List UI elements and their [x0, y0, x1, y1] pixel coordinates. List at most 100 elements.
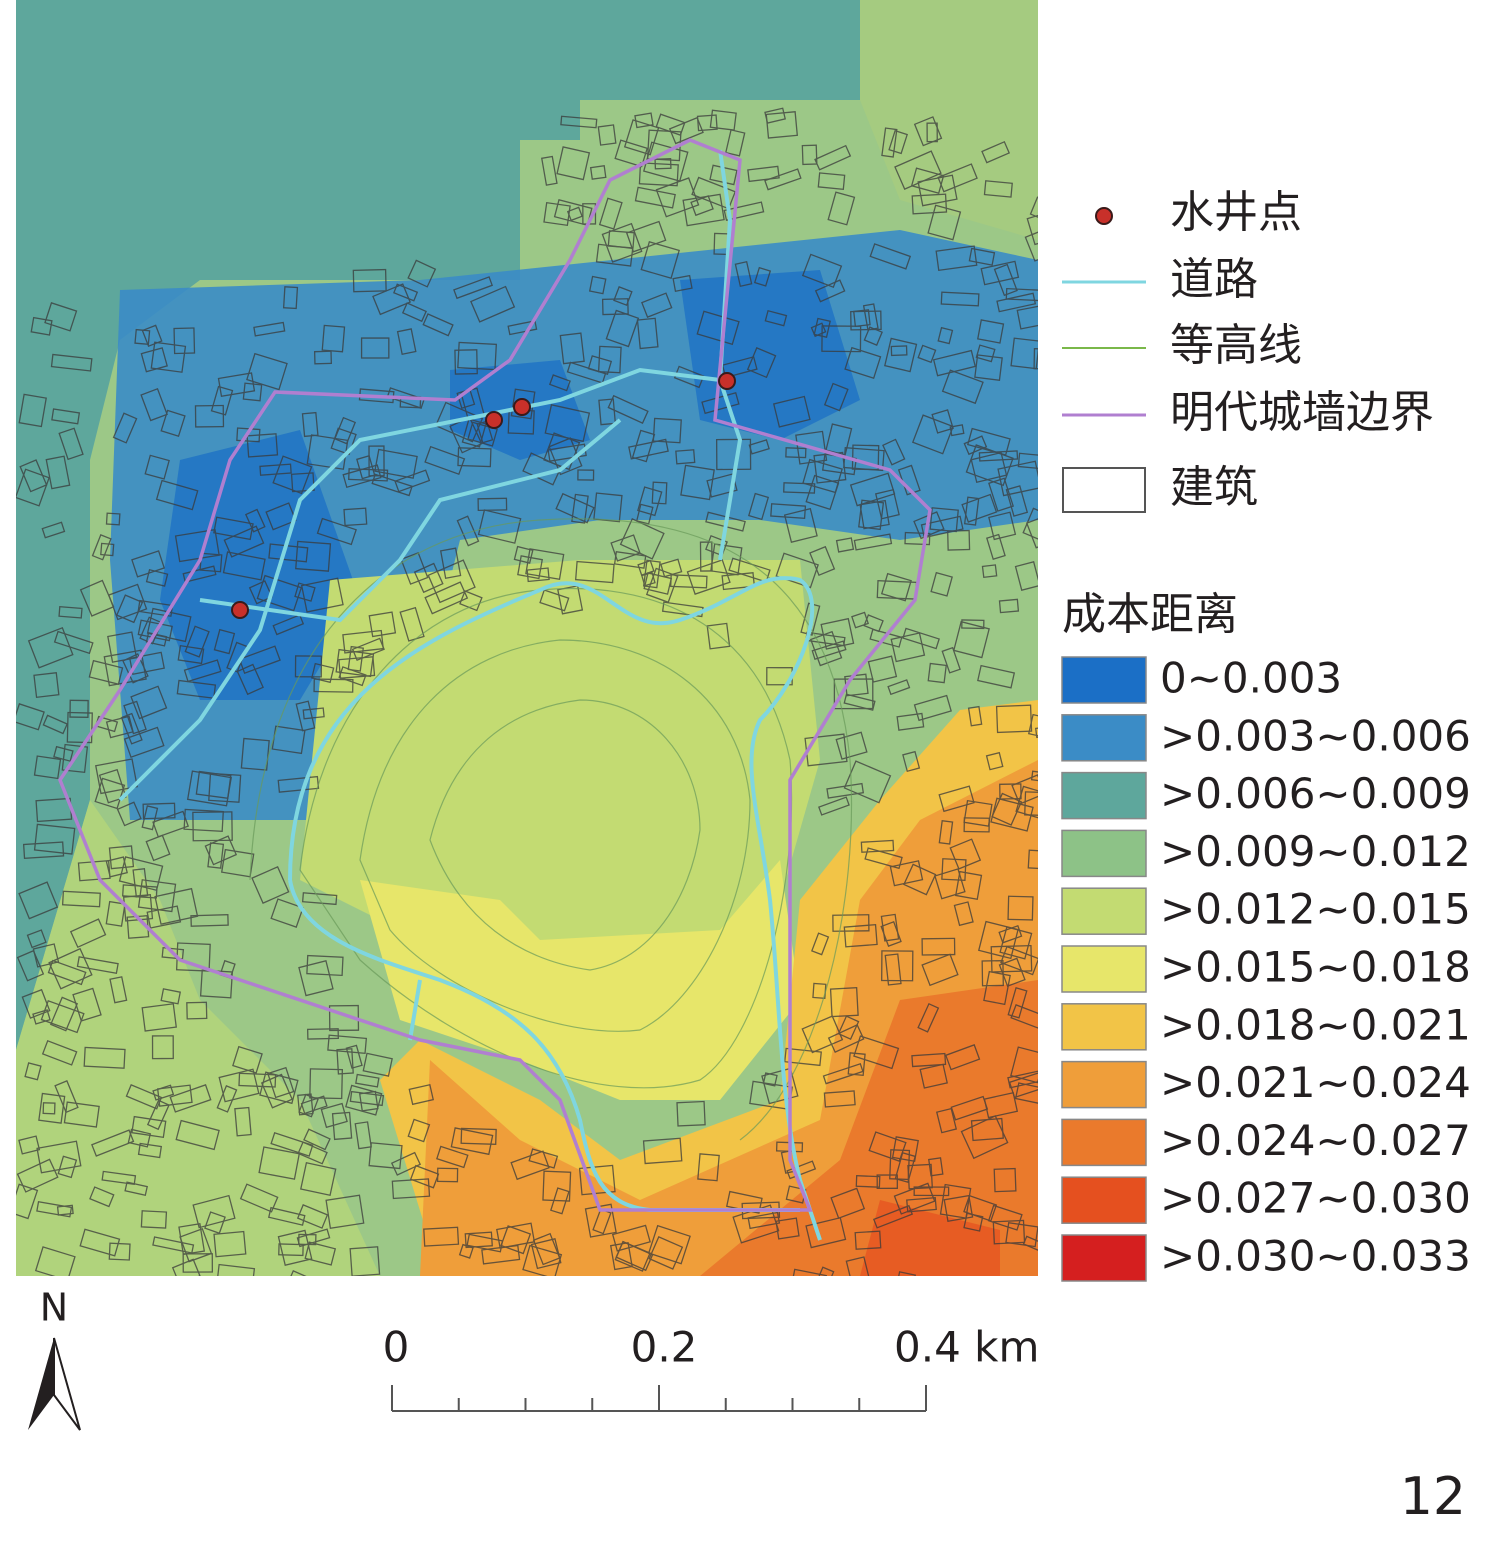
- legend-swatch: [1061, 714, 1147, 762]
- building: [977, 319, 1005, 344]
- building: [938, 785, 975, 813]
- building: [386, 387, 425, 409]
- building: [42, 1102, 56, 1115]
- building: [192, 1194, 236, 1229]
- building: [882, 438, 906, 466]
- contour-line: [299, 587, 793, 1089]
- building: [783, 507, 818, 543]
- building: [867, 655, 898, 683]
- building: [184, 625, 210, 658]
- building: [34, 1246, 76, 1276]
- building: [588, 275, 607, 295]
- building: [876, 1174, 898, 1190]
- zone: [300, 560, 820, 960]
- building: [145, 834, 171, 862]
- building: [296, 1204, 329, 1229]
- building: [69, 699, 89, 718]
- building: [589, 165, 607, 180]
- building: [118, 856, 164, 892]
- building: [336, 1048, 354, 1075]
- building: [362, 1052, 393, 1077]
- building: [290, 472, 315, 493]
- legend-class-label: >0.012~0.015: [1160, 885, 1471, 934]
- building: [983, 180, 1013, 198]
- building: [1022, 1235, 1038, 1260]
- contour-line: [429, 699, 701, 971]
- building: [272, 455, 313, 495]
- building: [248, 580, 273, 605]
- building: [63, 1101, 100, 1128]
- building: [355, 1073, 380, 1088]
- building: [146, 905, 182, 929]
- building: [108, 1242, 131, 1261]
- building: [680, 464, 715, 501]
- building: [723, 201, 765, 221]
- legend: 水井点 道路 等高线 明代城墙边界 建筑 成本距离: [1062, 187, 1434, 640]
- building: [1017, 452, 1038, 471]
- building: [477, 497, 508, 512]
- building: [1007, 1068, 1038, 1089]
- building: [238, 645, 281, 675]
- building: [453, 276, 494, 300]
- building: [987, 1204, 1023, 1231]
- building: [48, 947, 93, 990]
- legend-class-label: >0.030~0.033: [1160, 1232, 1471, 1281]
- building: [1030, 770, 1038, 785]
- building: [860, 839, 895, 853]
- building: [980, 260, 1020, 286]
- building: [975, 344, 996, 363]
- building: [169, 1084, 212, 1113]
- building: [210, 385, 234, 416]
- building: [903, 863, 937, 896]
- building: [888, 129, 909, 155]
- building: [889, 860, 924, 887]
- building: [772, 395, 811, 428]
- building: [422, 313, 454, 337]
- building: [1027, 849, 1038, 871]
- building: [316, 517, 357, 546]
- building: [61, 743, 89, 774]
- building: [1027, 713, 1038, 742]
- building: [156, 1084, 193, 1107]
- building: [991, 792, 1023, 826]
- building: [872, 1204, 914, 1229]
- building: [691, 176, 737, 210]
- building: [239, 1183, 279, 1213]
- building: [816, 1266, 835, 1276]
- building: [598, 398, 617, 426]
- building: [1029, 196, 1038, 222]
- building: [835, 537, 855, 553]
- building: [253, 321, 286, 337]
- building: [884, 337, 918, 373]
- building: [823, 382, 849, 412]
- building: [223, 525, 265, 558]
- building: [619, 518, 665, 560]
- building: [32, 1009, 51, 1025]
- building: [830, 1187, 866, 1219]
- building: [843, 693, 876, 711]
- building: [613, 550, 647, 569]
- building: [921, 953, 959, 987]
- building: [868, 1131, 907, 1162]
- building: [313, 350, 332, 365]
- building: [160, 409, 186, 438]
- building: [709, 109, 737, 131]
- building: [91, 1129, 135, 1157]
- building: [641, 571, 656, 587]
- legend-label: 建筑: [1170, 462, 1258, 513]
- building: [66, 711, 93, 744]
- building: [785, 447, 807, 459]
- building: [823, 1090, 856, 1108]
- building: [407, 1118, 431, 1143]
- building: [240, 737, 270, 771]
- legend-label: 水井点: [1170, 187, 1302, 238]
- building: [963, 435, 988, 456]
- building: [1010, 337, 1038, 370]
- building: [190, 914, 229, 927]
- building: [931, 409, 954, 434]
- building: [390, 1151, 422, 1176]
- building: [832, 914, 870, 932]
- building: [853, 1035, 900, 1070]
- building: [850, 310, 882, 331]
- zone: [160, 430, 360, 700]
